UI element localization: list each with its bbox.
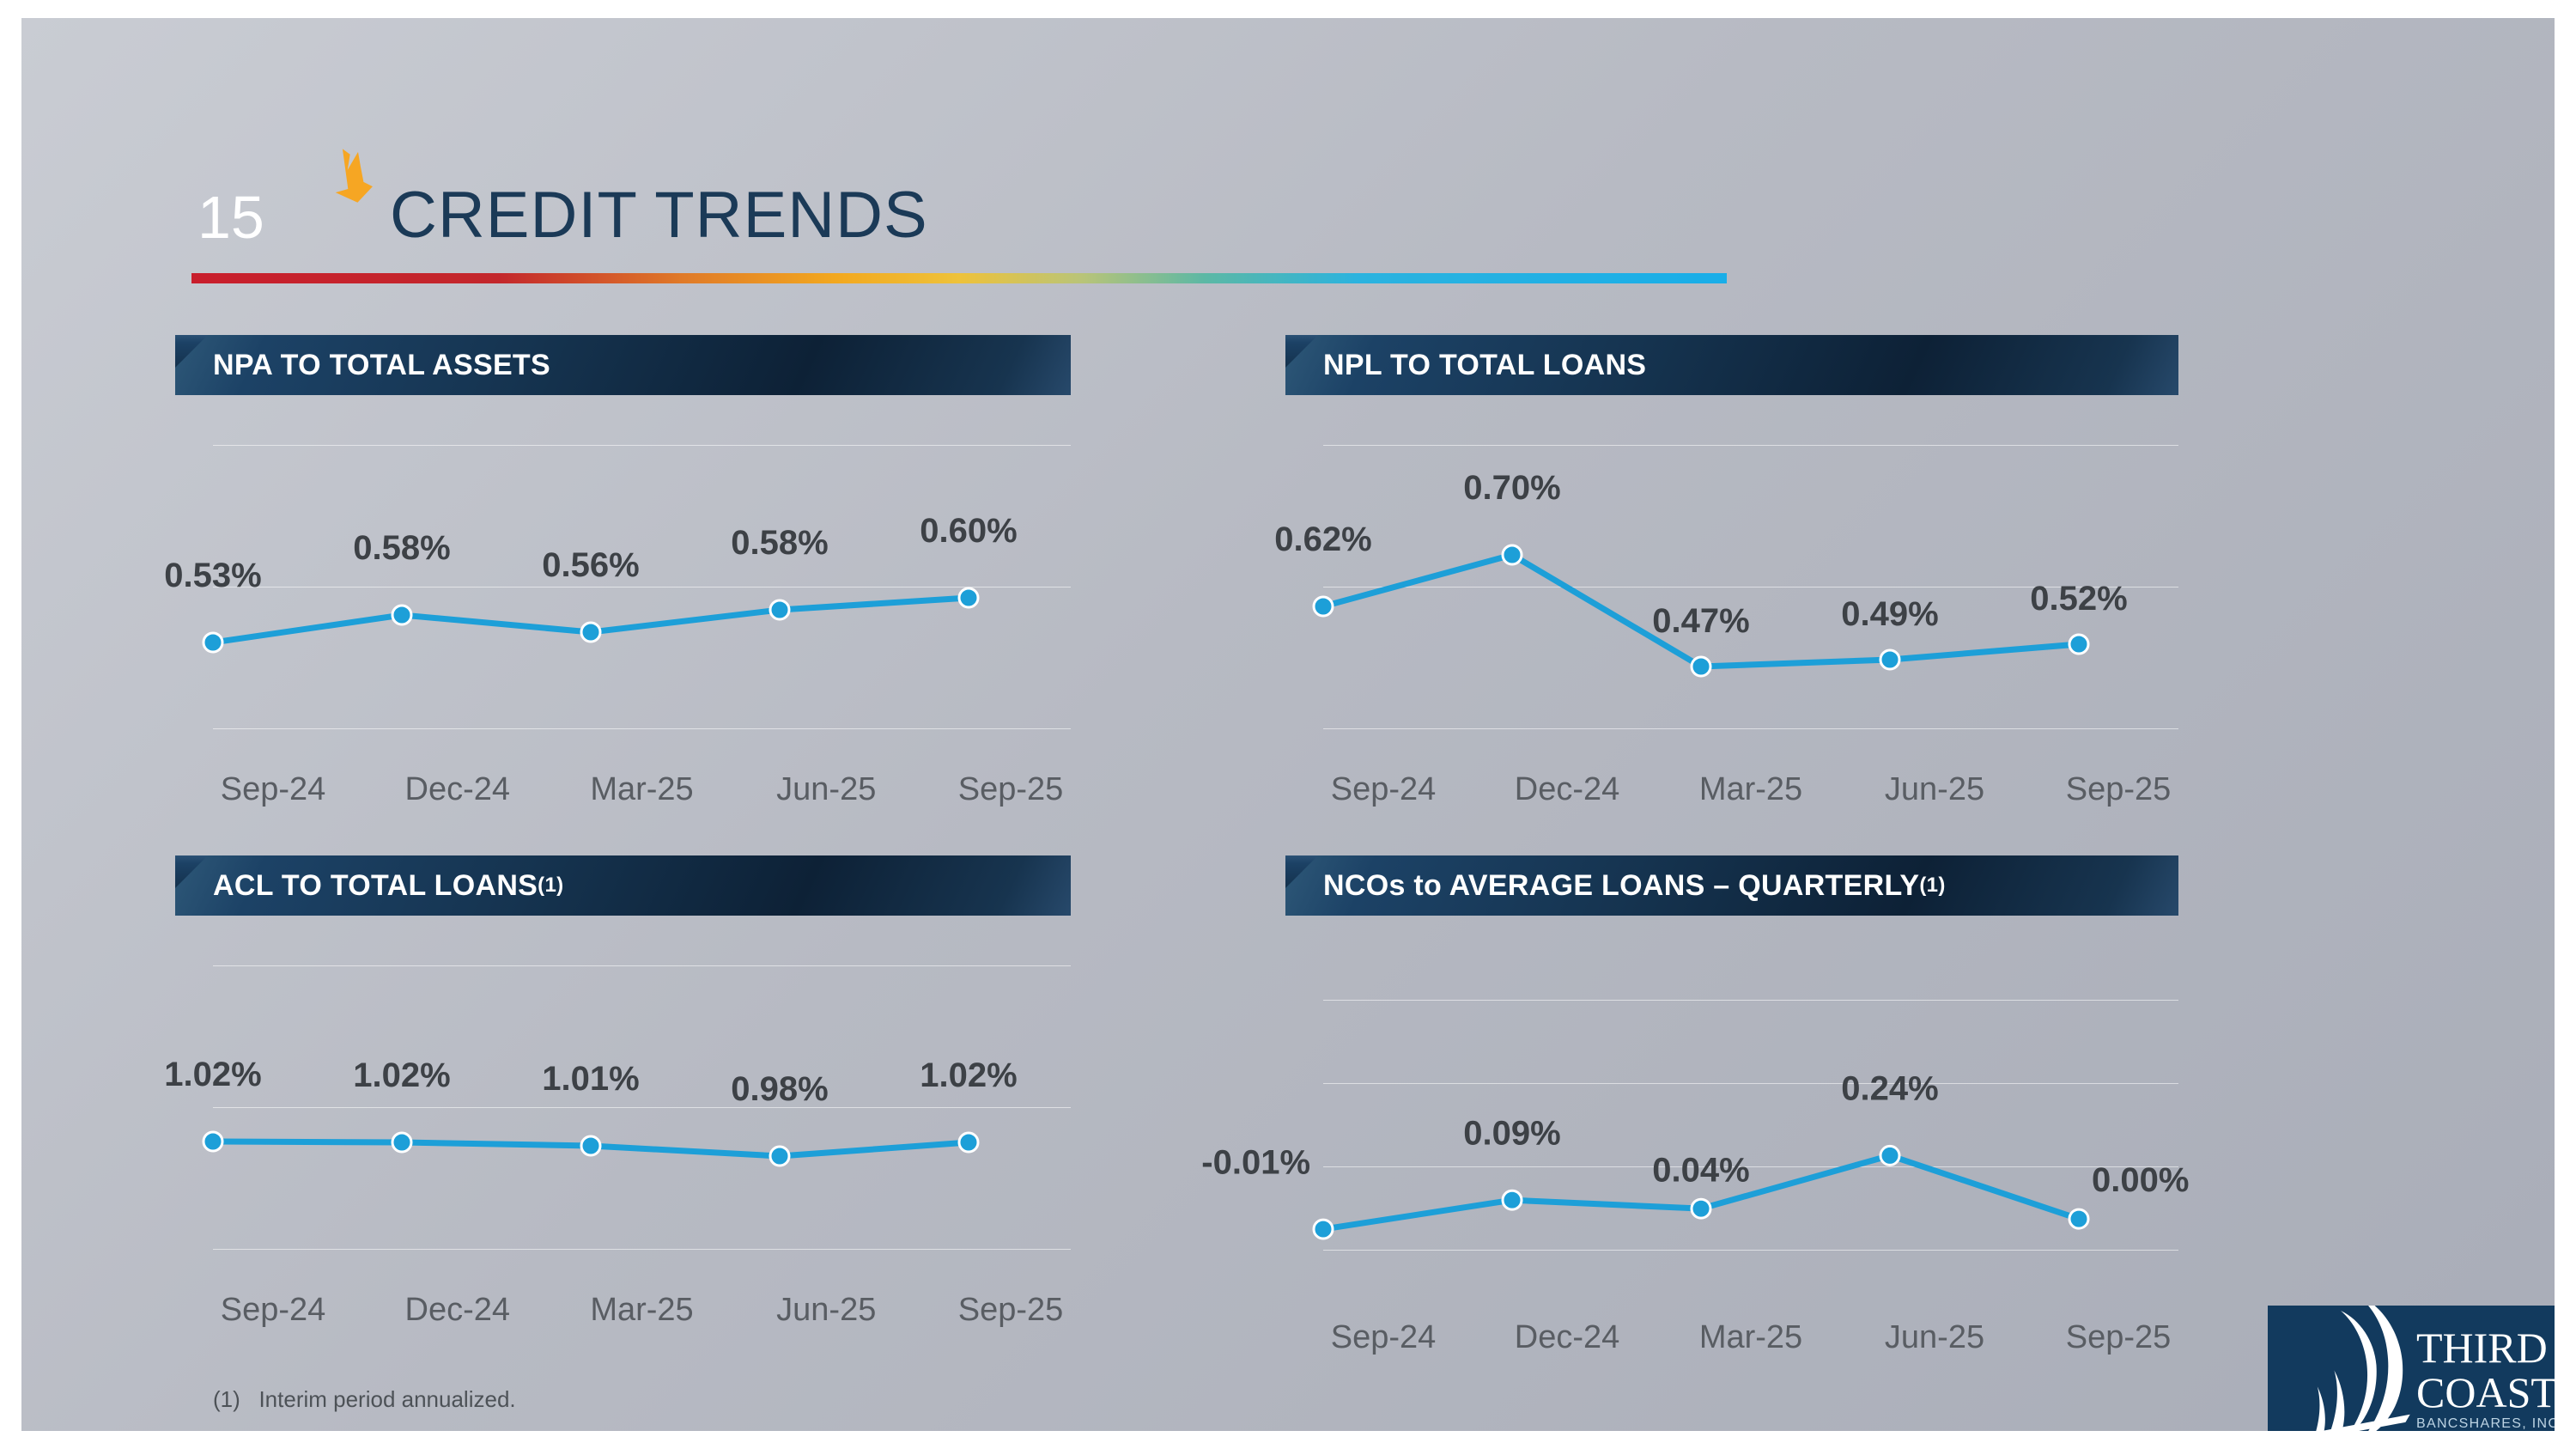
svg-text:0.00%: 0.00%: [2092, 1161, 2189, 1199]
svg-text:0.47%: 0.47%: [1652, 602, 1749, 640]
svg-text:1.02%: 1.02%: [353, 1056, 450, 1094]
svg-text:0.58%: 0.58%: [731, 524, 828, 562]
svg-text:0.52%: 0.52%: [2030, 580, 2127, 618]
svg-text:1.02%: 1.02%: [920, 1056, 1017, 1094]
svg-text:BANCSHARES, INC.: BANCSHARES, INC.: [2416, 1416, 2555, 1431]
svg-text:0.60%: 0.60%: [920, 512, 1017, 550]
svg-text:0.70%: 0.70%: [1463, 469, 1560, 507]
svg-text:-0.01%: -0.01%: [1201, 1143, 1310, 1181]
svg-text:0.04%: 0.04%: [1652, 1151, 1749, 1189]
svg-text:0.62%: 0.62%: [1274, 521, 1371, 558]
svg-text:1.01%: 1.01%: [542, 1060, 639, 1098]
svg-text:1.02%: 1.02%: [164, 1056, 261, 1093]
svg-text:0.58%: 0.58%: [353, 529, 450, 567]
svg-text:THIRD: THIRD: [2416, 1324, 2548, 1372]
svg-text:0.24%: 0.24%: [1841, 1070, 1938, 1108]
svg-text:0.56%: 0.56%: [542, 546, 639, 584]
svg-text:0.98%: 0.98%: [731, 1070, 828, 1108]
svg-text:COAST: COAST: [2416, 1368, 2555, 1416]
svg-text:0.09%: 0.09%: [1463, 1114, 1560, 1152]
svg-text:0.53%: 0.53%: [164, 557, 261, 594]
svg-text:0.49%: 0.49%: [1841, 595, 1938, 633]
